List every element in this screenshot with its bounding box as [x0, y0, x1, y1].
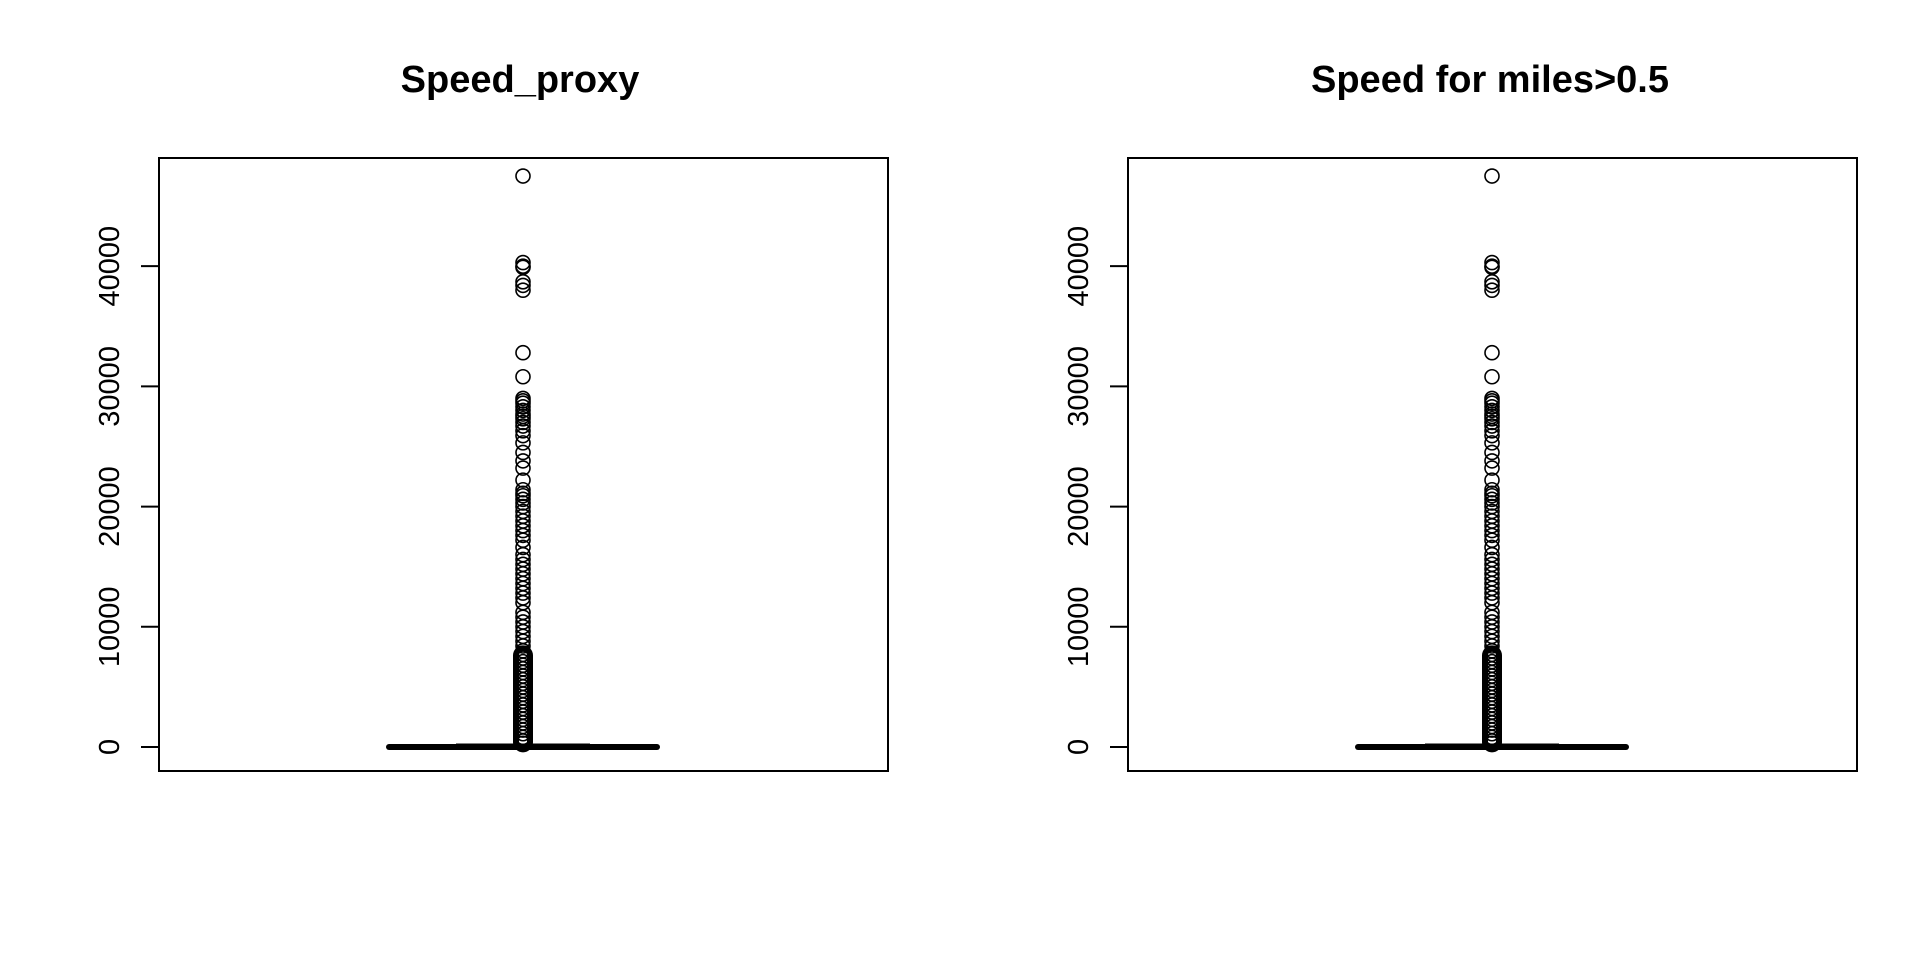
y-tick-label: 30000 [94, 346, 126, 427]
outlier-point [515, 444, 531, 461]
y-tick-label: 10000 [1063, 586, 1095, 667]
outlier-point [1484, 277, 1500, 294]
outlier-point [1484, 274, 1500, 290]
outlier-point [515, 418, 531, 434]
outlier-point [515, 735, 531, 752]
y-tick-label: 40000 [1063, 226, 1095, 307]
chart-title: Speed for miles>0.5 [1311, 59, 1669, 101]
outlier-point [1484, 460, 1500, 476]
y-tick-label: 40000 [94, 226, 126, 307]
outlier-point [1484, 168, 1500, 184]
outlier-point [515, 453, 531, 469]
outlier-point [1484, 539, 1500, 556]
y-tick-label: 20000 [94, 466, 126, 547]
outlier-point [515, 344, 531, 361]
outlier-point [515, 487, 531, 504]
outlier-point [1484, 427, 1500, 444]
outlier-point [1484, 423, 1500, 439]
outlier-point [515, 258, 531, 274]
outlier-point [1484, 411, 1500, 427]
outlier-point [515, 411, 531, 427]
outlier-point [1484, 402, 1500, 419]
outlier-point [1484, 368, 1500, 385]
outlier-point [1484, 435, 1500, 451]
outlier-point [1484, 729, 1500, 746]
boxplot-panel-speed-proxy: Speed_proxy 0 10000 20000 30000 40000 [94, 59, 889, 772]
outlier-point [1484, 344, 1500, 361]
outlier-point [515, 585, 531, 601]
y-tick-label: 0 [1063, 739, 1095, 755]
y-tick-label: 10000 [94, 586, 126, 667]
outlier-point [1484, 254, 1500, 271]
outlier-point [515, 368, 531, 385]
outlier-point [515, 725, 531, 742]
outlier-point [1484, 487, 1500, 504]
outlier-point [1484, 282, 1500, 299]
outlier-point [1484, 453, 1500, 469]
outlier-point [1484, 258, 1500, 274]
outlier-point [515, 435, 531, 451]
outlier-point [1484, 735, 1500, 752]
outlier-point [515, 527, 531, 544]
outlier-point [515, 729, 531, 746]
y-tick-label: 20000 [1063, 466, 1095, 547]
y-tick-label: 30000 [1063, 346, 1095, 427]
outlier-point [515, 491, 531, 508]
outlier-point [515, 254, 531, 271]
outlier-point [515, 282, 531, 299]
outlier-point [515, 168, 531, 184]
outlier-point [515, 539, 531, 556]
outlier-point [515, 274, 531, 290]
outlier-point [515, 427, 531, 444]
outlier-point [1484, 444, 1500, 461]
outlier-point [1484, 522, 1500, 539]
outlier-point [1484, 418, 1500, 434]
outlier-point [515, 402, 531, 419]
boxplot-panel-speed-miles: Speed for miles>0.5 0 10000 20000 30000 4000… [1063, 59, 1858, 772]
outlier-point [1484, 725, 1500, 742]
outlier-point [515, 522, 531, 539]
y-tick-label: 0 [94, 739, 126, 755]
chart-title: Speed_proxy [401, 59, 640, 101]
outlier-point [1484, 399, 1500, 415]
outlier-point [1484, 585, 1500, 601]
outlier-point [1484, 638, 1500, 654]
outlier-point [1484, 527, 1500, 544]
outlier-point [515, 423, 531, 439]
outlier-point [1484, 491, 1500, 508]
outlier-point [515, 638, 531, 654]
outlier-point [515, 460, 531, 476]
outlier-point [515, 277, 531, 294]
outlier-point [515, 399, 531, 415]
